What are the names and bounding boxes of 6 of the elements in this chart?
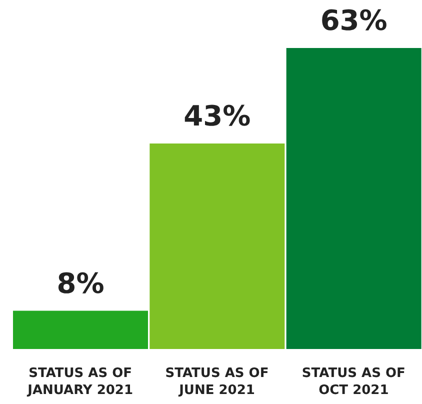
x-tick-label: STATUS AS OF OCT 2021 — [302, 366, 406, 398]
x-tick-label: STATUS AS OF JANUARY 2021 — [26, 366, 134, 398]
data-label: 8% — [56, 266, 104, 300]
data-label: 63% — [320, 4, 388, 37]
data-label: 43% — [184, 100, 251, 133]
x-tick-label: STATUS AS OF JUNE 2021 — [165, 366, 269, 398]
